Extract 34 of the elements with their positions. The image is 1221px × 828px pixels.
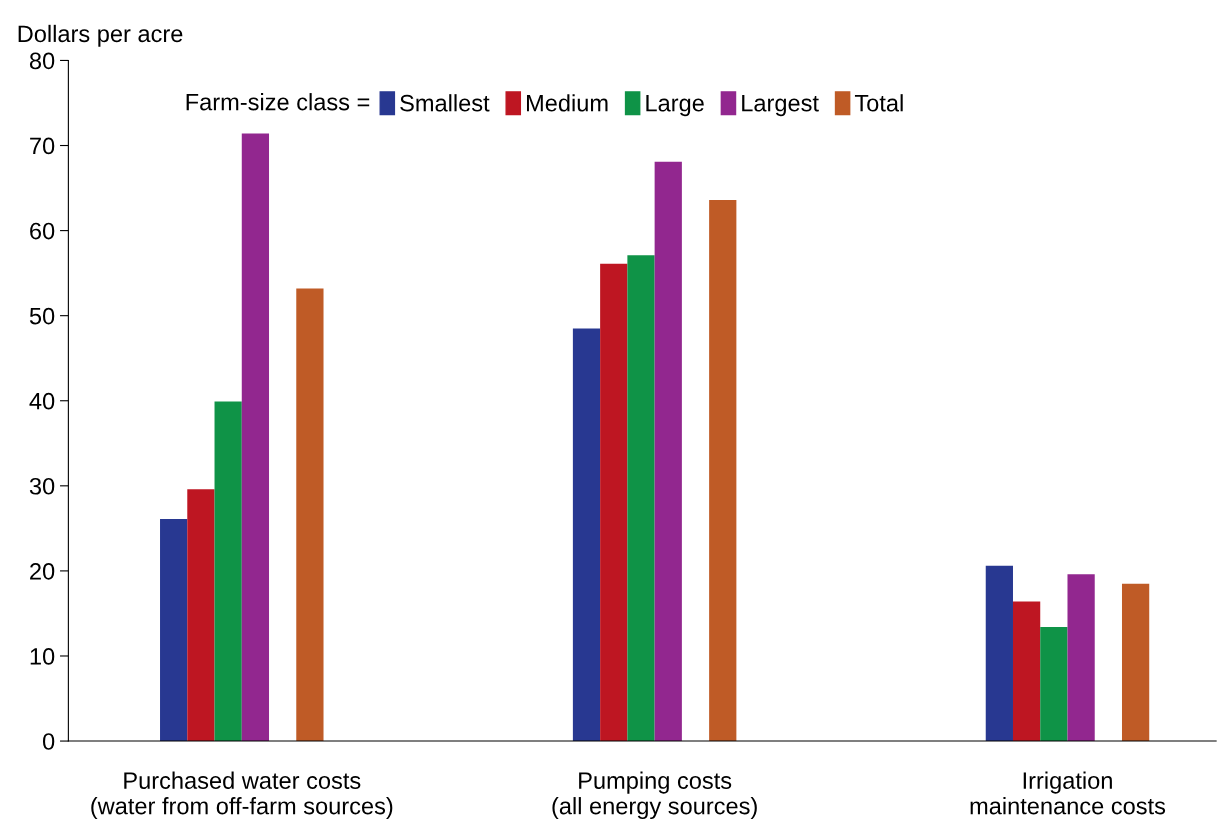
y-tick-label: 80 — [29, 52, 55, 70]
bar — [572, 328, 601, 742]
bar — [1121, 583, 1150, 742]
x-tick-label: Purchased water costs (water from off-farm sources) — [91, 771, 393, 820]
y-tick-label: 60 — [30, 222, 55, 240]
legend-label: Smallest — [400, 94, 490, 112]
bar — [296, 288, 324, 742]
bar — [1040, 627, 1068, 742]
bar — [654, 161, 682, 742]
y-tick-label: 10 — [30, 648, 55, 665]
bar — [241, 133, 270, 742]
y-tick-label: 30 — [29, 477, 55, 495]
bar — [214, 401, 242, 742]
y-tick-label: 0 — [42, 733, 55, 750]
legend-title: Farm-size class = — [186, 93, 370, 111]
x-tick-label: Irrigation maintenance costs — [970, 771, 1166, 815]
bar — [1012, 601, 1041, 742]
y-tick-label: 20 — [30, 562, 55, 580]
bar — [187, 489, 215, 742]
legend-label: Medium — [527, 94, 608, 112]
bar — [160, 519, 188, 742]
bar — [627, 255, 655, 742]
y-tick-label: 50 — [29, 307, 55, 325]
legend-label: Large — [646, 95, 704, 117]
bar — [709, 199, 737, 742]
bar — [600, 263, 628, 742]
bar — [1067, 574, 1095, 742]
y-axis-title: Dollars per acre — [18, 24, 183, 47]
y-tick-label: 40 — [29, 392, 55, 410]
y-tick-label: 70 — [30, 137, 55, 155]
legend-label: Largest — [742, 95, 819, 117]
bar — [985, 565, 1013, 742]
legend-label: Total — [854, 94, 903, 112]
x-tick-label: Pumping costs (all energy sources) — [552, 771, 757, 820]
